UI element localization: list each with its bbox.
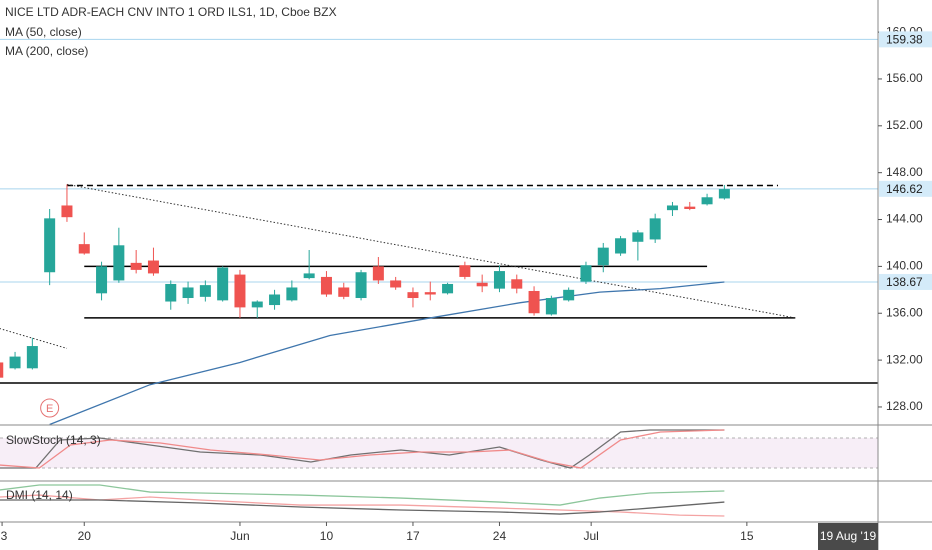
candle-body [718,189,730,199]
candle-body [701,197,713,205]
x-tick-label: 3 [1,529,8,543]
y-tick-label: 144.00 [886,212,923,226]
candle-body [338,287,350,297]
candle-body [476,282,488,287]
plot-area: E [0,38,878,517]
price-label: 138.67 [886,275,923,289]
indicator-line [0,429,725,469]
x-tick-label: Jul [583,529,598,543]
candle-body [407,292,419,299]
candle-body [113,245,125,281]
x-tick-label: 20 [78,529,92,543]
x-tick-label: Jun [230,529,249,543]
candle-body [545,298,557,315]
price-label: 146.62 [886,182,923,196]
ma-line [49,281,725,426]
date-label: 19 Aug '19 [820,529,877,543]
candle-body [320,276,332,295]
x-tick-label: 10 [320,529,334,543]
time-axis-bg [0,522,932,550]
candle-body [234,274,246,308]
x-tick-label: 17 [406,529,420,543]
y-tick-label: 136.00 [886,305,923,319]
stoch-band [0,438,878,468]
y-tick-label: 156.00 [886,71,923,85]
indicator-name: SlowStoch (14, 3) [6,433,101,447]
candle-body [44,218,56,273]
candle-body [355,272,367,299]
candle-body [96,266,108,294]
y-tick-label: 152.00 [886,118,923,132]
candle-body [199,285,211,297]
candle-body [493,271,505,289]
candle-body [286,287,298,301]
legend-entry: MA (200, close) [5,44,88,58]
price-label: 159.38 [886,33,923,47]
y-tick-label: 140.00 [886,259,923,273]
candle-body [147,260,159,274]
candle-body [511,279,523,289]
legend-entry: MA (50, close) [5,25,82,39]
trendline [0,328,68,349]
candle-body [666,205,678,211]
date-label-bg [818,523,878,550]
candle-body [390,280,402,288]
candle-body [459,265,471,277]
candle-body [251,301,263,308]
candle-body [424,292,436,295]
candle-body [182,287,194,299]
candle-body [0,362,4,378]
candle-body [61,205,73,218]
candle-body [217,267,229,301]
indicator-line [0,429,725,469]
candle-body [130,262,142,270]
price-label-bg [879,273,932,290]
candle-body [649,218,661,240]
indicator-line [0,484,725,506]
candle-body [684,206,696,209]
chart-title: NICE LTD ADR-EACH CNV INTO 1 ORD ILS1, 1… [5,5,337,19]
price-label-bg [879,180,932,197]
earnings-marker [40,398,60,418]
trendline [66,183,796,319]
candle-body [9,356,21,369]
candle-body [372,266,384,281]
candle-body [563,289,575,301]
candle-body [528,290,540,314]
candle-body [615,238,627,254]
candle-body [26,346,38,369]
y-tick-label: 132.00 [886,352,923,366]
candle-body [165,283,177,302]
indicator-line [0,499,725,515]
candle-body [269,294,281,306]
indicator-line [0,494,725,517]
y-tick-label: 128.00 [886,399,923,413]
candle-body [632,232,644,242]
y-tick-label: 148.00 [886,165,923,179]
x-tick-label: 15 [740,529,754,543]
earnings-label: E [46,403,53,415]
candle-body [580,265,592,282]
indicator-name: DMI (14, 14) [6,488,73,502]
x-tick-label: 24 [493,529,507,543]
candle-body [597,247,609,266]
candle-body [78,244,90,254]
candle-body [442,283,454,294]
price-label-bg [879,31,932,48]
candle-body [303,273,315,279]
